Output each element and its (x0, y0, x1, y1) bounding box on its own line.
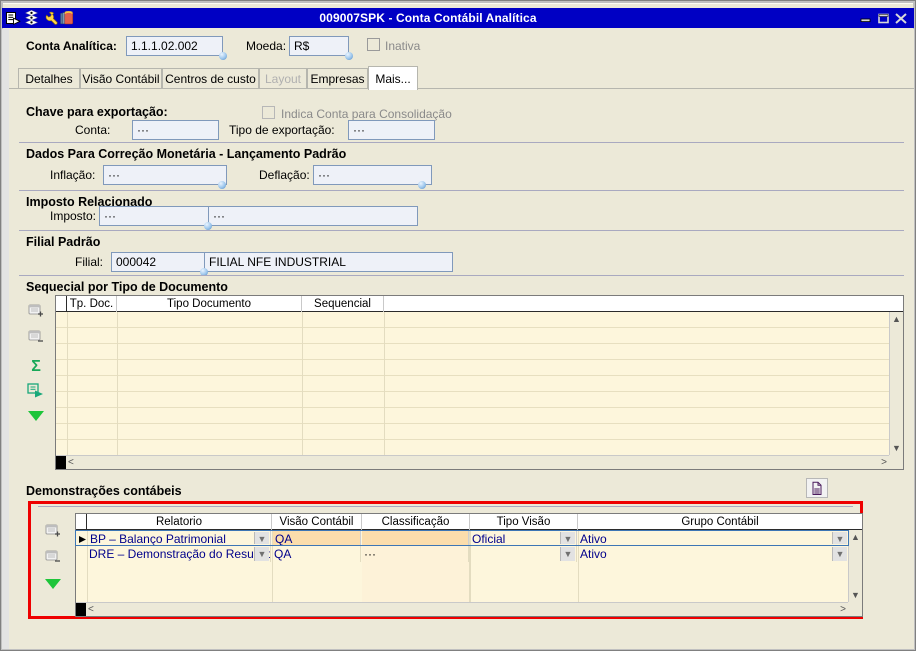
svg-text:Σ: Σ (31, 358, 41, 375)
